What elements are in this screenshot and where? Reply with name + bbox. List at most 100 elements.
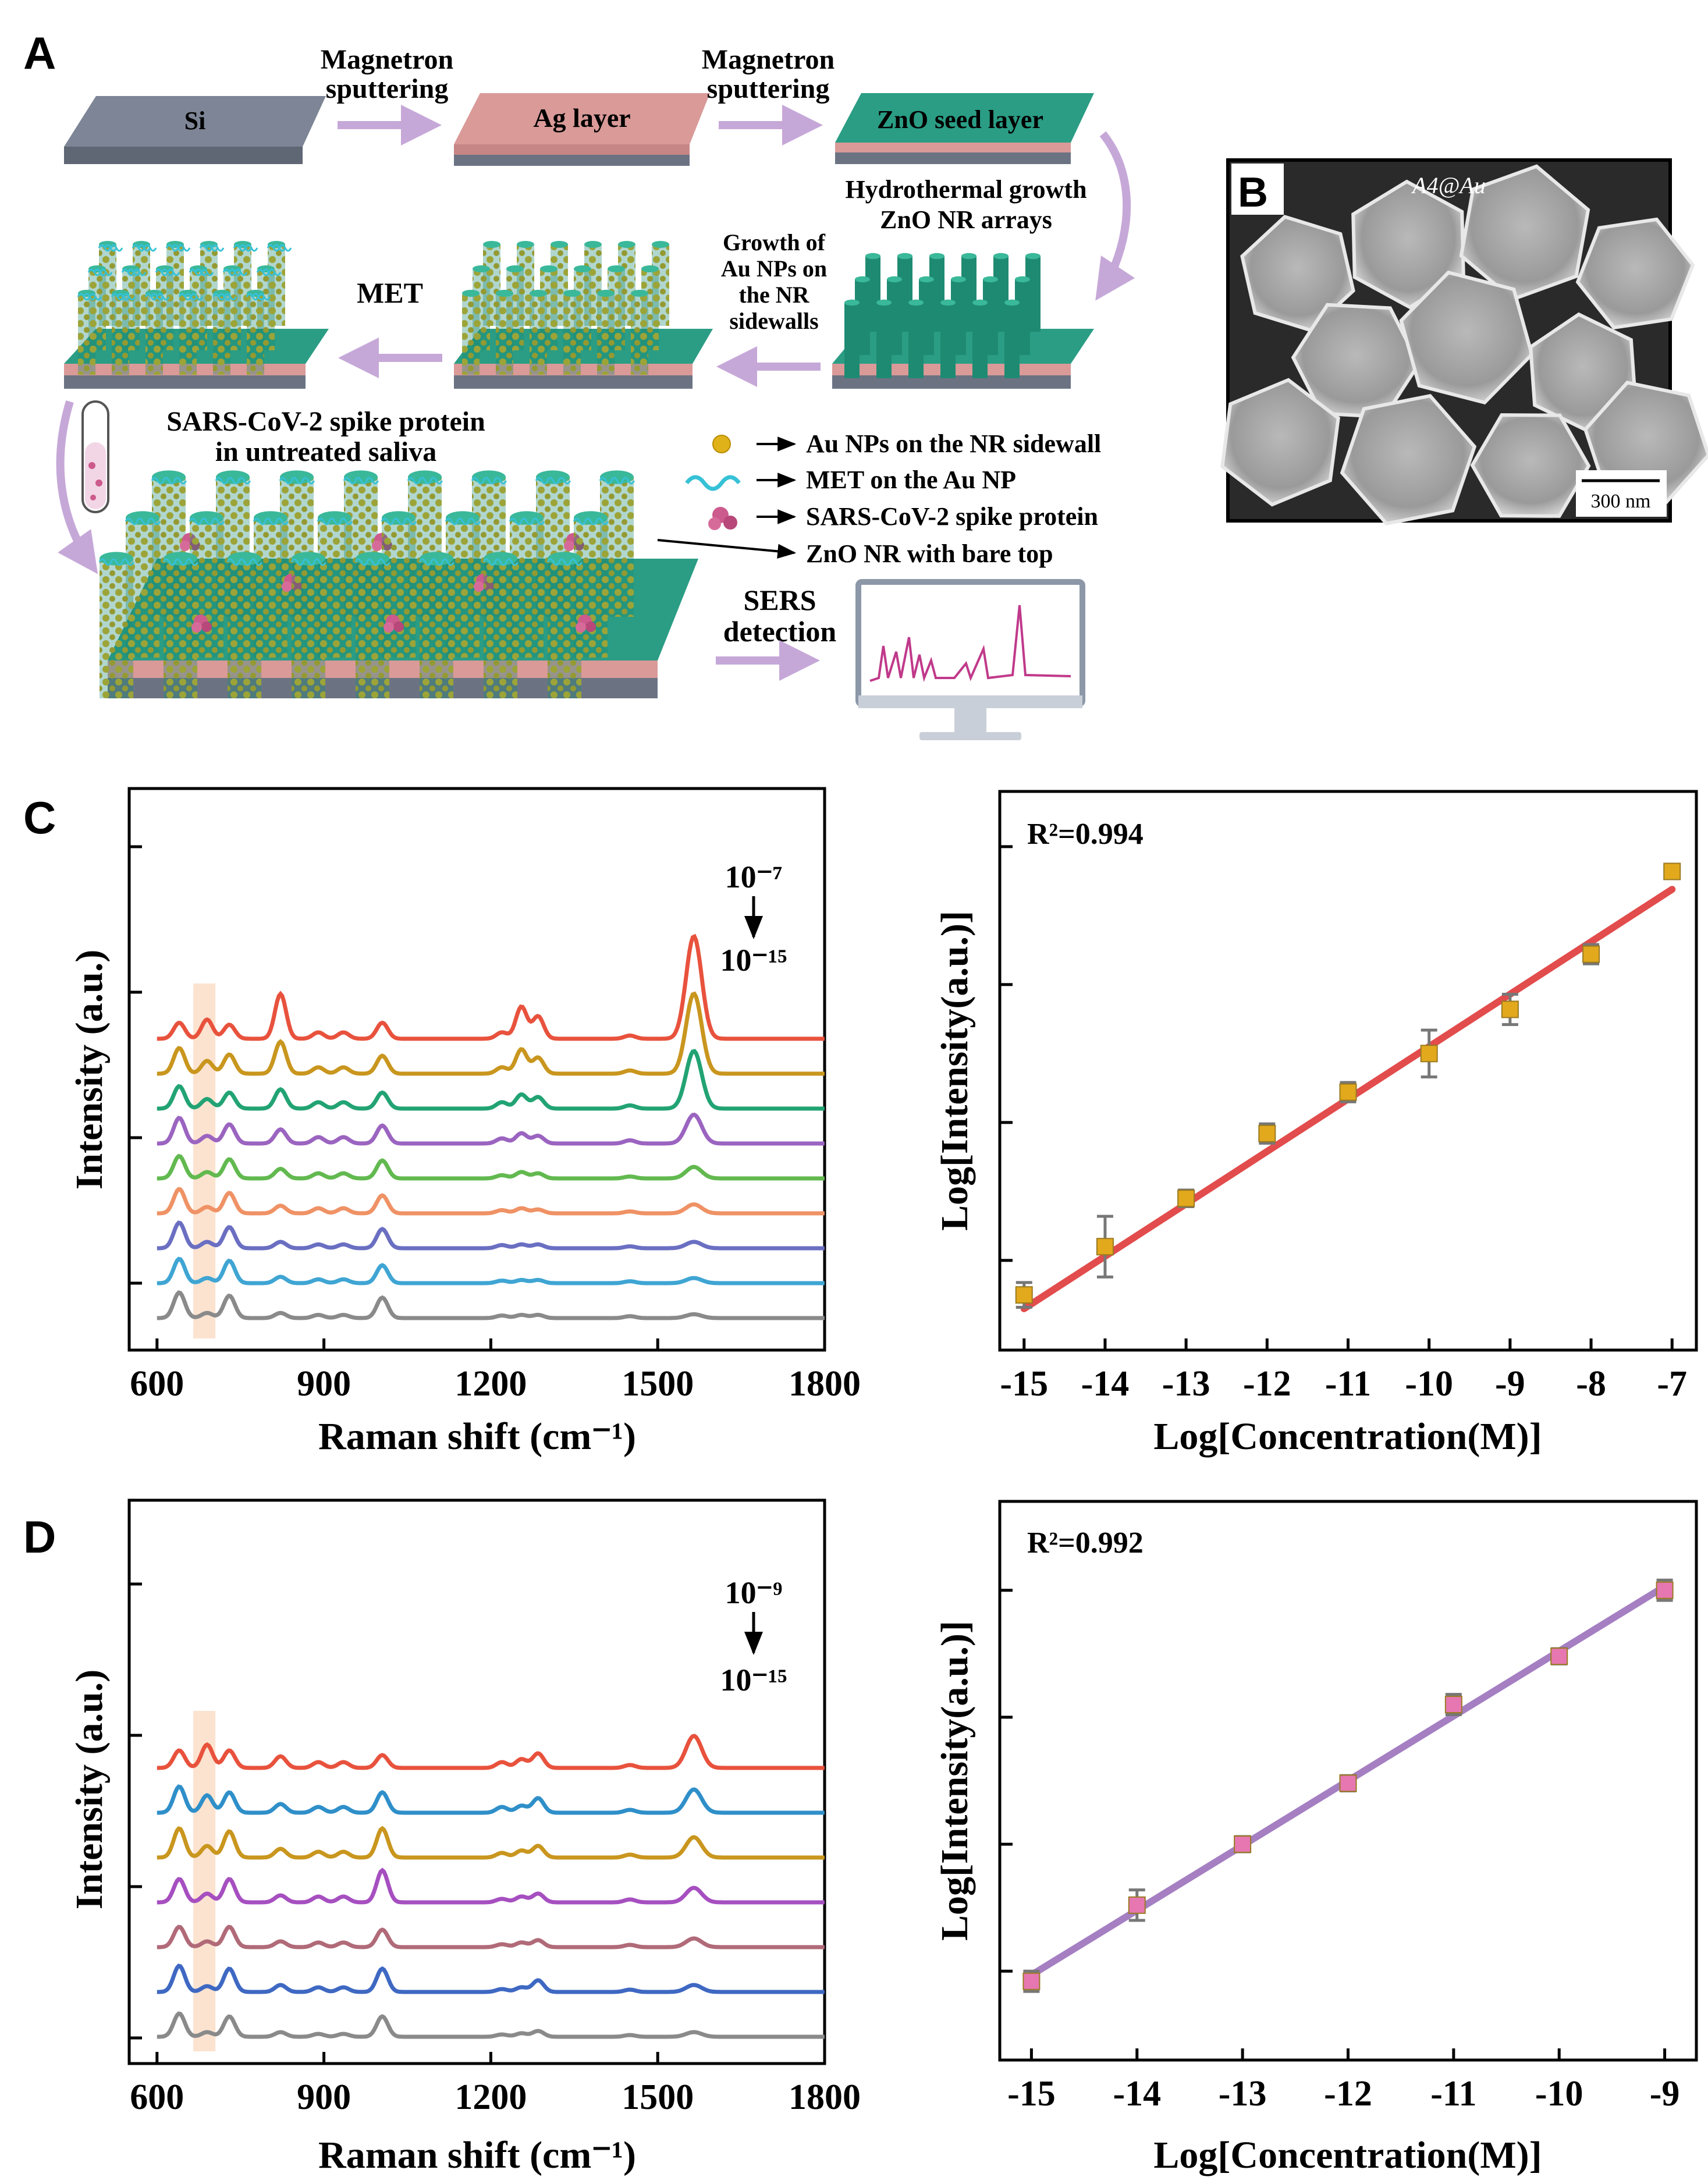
nanorod <box>77 290 102 375</box>
sample-line1: SARS-CoV-2 spike protein <box>166 406 485 437</box>
zno-seed-label: ZnO seed layer <box>877 105 1043 134</box>
spectrum-1e-11 <box>157 1153 825 1181</box>
data-point <box>1022 1969 1041 1993</box>
data-point <box>1015 1281 1033 1309</box>
ag-layer: Ag layer <box>454 93 710 166</box>
data-point <box>1339 1774 1357 1792</box>
nanorod <box>144 290 170 375</box>
chart-d-calibration-xticks: -15 -14 -13 -12 -11 -10 -9 <box>1007 2048 1679 2114</box>
sputter2-line2: sputtering <box>707 73 830 104</box>
spectrum-1e-12 <box>157 1867 825 1905</box>
legend-protein: SARS-CoV-2 spike protein <box>806 502 1098 531</box>
chart-c-spectra-ylabel: Intensity (a.u.) <box>68 950 111 1190</box>
spectrum-1e-9 <box>157 1049 825 1111</box>
data-point <box>1234 1835 1252 1853</box>
xtick--11: -11 <box>1430 2074 1476 2114</box>
chart-d-spectra-yticks <box>129 1582 142 2040</box>
panel-c-letter: C <box>23 792 56 843</box>
met-icon <box>685 475 741 491</box>
nanorod <box>599 470 635 617</box>
sensor-chip <box>98 470 698 698</box>
nanorod <box>573 511 609 658</box>
nanorod <box>162 552 212 698</box>
nanorod <box>290 552 327 698</box>
protein-icon <box>708 507 737 530</box>
xtick-600: 600 <box>130 2078 184 2117</box>
spectrum-1e-12 <box>157 1187 825 1216</box>
xtick--11: -11 <box>1325 1364 1371 1404</box>
nanorod <box>98 552 135 698</box>
chart-d-spectra-ylabel: Intensity (a.u.) <box>68 1670 111 1910</box>
nanorod <box>844 299 860 378</box>
nanorod <box>482 552 519 698</box>
test-tube-icon <box>81 400 109 513</box>
xtick--7: -7 <box>1657 1364 1687 1404</box>
nanorod <box>908 299 924 378</box>
spectrum-1e-10 <box>157 1112 825 1146</box>
panel-a-legend: Au NPs on the NR sidewall MET on the Au … <box>657 429 1101 568</box>
data-point <box>1656 1578 1674 1602</box>
nanorod <box>212 290 237 375</box>
met-label: MET <box>357 276 423 309</box>
xtick--12: -12 <box>1324 2074 1372 2114</box>
au-growth-line3: the NR <box>738 282 809 308</box>
xtick--9: -9 <box>1495 1364 1525 1404</box>
xtick-900: 900 <box>297 1364 351 1404</box>
chart-c-conc-top: 10⁻⁷ <box>725 860 783 894</box>
nanorod <box>631 290 648 375</box>
nanorod <box>354 552 404 698</box>
sers-line2: detection <box>723 615 837 648</box>
au-growth-line1: Growth of <box>723 229 826 255</box>
xtick--9: -9 <box>1650 2074 1680 2114</box>
nanorod <box>496 290 513 375</box>
chart-c-conc-bottom: 10⁻¹⁵ <box>720 943 787 978</box>
hydrothermal-line2: ZnO NR arrays <box>880 205 1052 234</box>
sputter2-line1: Magnetron <box>702 44 835 75</box>
xtick--15: -15 <box>1000 1364 1048 1404</box>
chart-d-conc-top: 10⁻⁹ <box>725 1575 783 1610</box>
chart-c-calibration-xlabel: Log[Concentration(M)] <box>1153 1415 1542 1458</box>
xtick--10: -10 <box>1405 1364 1453 1404</box>
au-growth-line2: Au NPs on <box>721 255 827 282</box>
chart-d-conc-bottom: 10⁻¹⁵ <box>720 1663 787 1698</box>
zno-seed-layer: ZnO seed layer <box>835 93 1094 164</box>
spectrum-1e-15 <box>157 1290 825 1320</box>
spike-protein <box>191 615 212 633</box>
nanorod <box>597 290 615 375</box>
data-point <box>1663 862 1681 880</box>
sample-line2: in untreated saliva <box>215 436 436 467</box>
spectrum-1e-13 <box>157 1220 825 1251</box>
nanorod <box>111 290 136 375</box>
spike-protein <box>576 615 596 633</box>
xtick-1500: 1500 <box>622 2078 694 2117</box>
chart-c-spectra-series <box>157 933 825 1320</box>
data-point <box>1128 1888 1146 1922</box>
xtick-1800: 1800 <box>789 2078 861 2117</box>
chart-d-spectra: 600 900 1200 1500 1800 10⁻⁹ 10⁻¹⁵ Raman shif… <box>68 1498 861 2176</box>
nanorod <box>546 552 596 698</box>
si-label: Si <box>184 106 206 135</box>
chart-c-calibration-points <box>1015 862 1681 1309</box>
arrow-hydrothermal <box>1095 131 1135 301</box>
data-point <box>1420 1028 1438 1079</box>
panel-b-letter-bg <box>1231 164 1284 215</box>
scalebar-label: 300 nm <box>1591 491 1651 512</box>
xtick-1200: 1200 <box>454 1364 527 1404</box>
nanorod <box>940 299 956 378</box>
xtick--8: -8 <box>1576 1364 1606 1404</box>
chart-d-calibration-xlabel: Log[Concentration(M)] <box>1153 2134 1542 2176</box>
sers-line1: SERS <box>743 584 816 616</box>
chart-d-calibration-yticks <box>1000 1589 1013 1973</box>
nanorod <box>462 290 480 375</box>
monitor-icon <box>855 579 1085 740</box>
panel-a-letter: A <box>23 27 56 79</box>
zno-nr-array <box>832 253 1094 389</box>
sem-title: A4@Au <box>1411 172 1486 198</box>
nanorod <box>530 290 547 375</box>
chart-c-spectra-xlabel: Raman shift (cm⁻¹) <box>318 1415 636 1458</box>
data-point <box>1339 1081 1357 1103</box>
data-point <box>1550 1647 1568 1665</box>
chart-c-r2: R²=0.994 <box>1027 818 1144 851</box>
panel-b: B A4@Au 300 nm <box>1220 158 1708 526</box>
xtick-1800: 1800 <box>789 1364 861 1404</box>
